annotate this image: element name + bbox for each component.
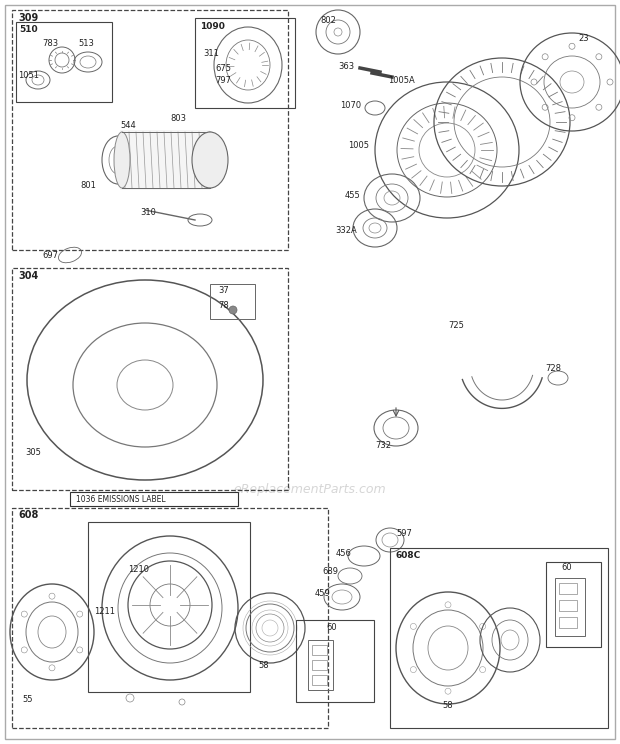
Ellipse shape (114, 132, 130, 188)
Text: 1090: 1090 (200, 22, 225, 31)
Ellipse shape (202, 132, 218, 188)
Text: 305: 305 (25, 447, 41, 457)
Bar (210, 284, 255, 319)
Ellipse shape (192, 132, 228, 188)
Text: 1036 EMISSIONS LABEL: 1036 EMISSIONS LABEL (76, 495, 166, 504)
Text: 455: 455 (345, 190, 361, 199)
Text: 608: 608 (18, 510, 38, 520)
Bar (559, 600, 577, 611)
Bar (296, 620, 374, 702)
Bar (390, 548, 608, 728)
Text: eReplacementParts.com: eReplacementParts.com (234, 484, 386, 496)
Circle shape (229, 306, 237, 314)
Text: 1210: 1210 (128, 565, 149, 574)
Text: 304: 304 (18, 271, 38, 281)
Text: 544: 544 (120, 121, 136, 129)
Text: 456: 456 (336, 548, 352, 557)
Text: 732: 732 (375, 440, 391, 449)
Text: 802: 802 (320, 16, 336, 25)
Text: 803: 803 (170, 114, 186, 123)
Text: 78: 78 (218, 301, 229, 310)
Text: 1051: 1051 (18, 71, 39, 80)
Bar (16, 22, 112, 102)
Bar (559, 583, 577, 594)
Bar (312, 645, 327, 655)
Bar (195, 18, 295, 108)
Text: 1070: 1070 (340, 100, 361, 109)
Text: 728: 728 (545, 364, 561, 373)
Text: 697: 697 (42, 251, 58, 260)
Text: 332A: 332A (335, 225, 356, 234)
Text: 23: 23 (578, 33, 588, 42)
Text: 801: 801 (80, 181, 96, 190)
Text: 510: 510 (19, 25, 38, 33)
Bar (120, 130, 210, 190)
Bar (559, 617, 577, 628)
Text: 58: 58 (442, 701, 453, 710)
Bar (12, 268, 288, 490)
Text: 60: 60 (561, 563, 572, 572)
Text: 689: 689 (322, 568, 338, 577)
Text: 310: 310 (140, 208, 156, 217)
Text: 675: 675 (215, 63, 231, 72)
Bar (312, 660, 327, 670)
Text: 311: 311 (203, 48, 219, 57)
Text: 58: 58 (258, 661, 268, 670)
Text: 1211: 1211 (94, 608, 115, 617)
Text: 725: 725 (448, 321, 464, 330)
Bar (70, 492, 238, 506)
Bar (308, 640, 333, 690)
Text: 309: 309 (18, 13, 38, 23)
Text: 513: 513 (78, 39, 94, 48)
Text: 60: 60 (326, 623, 337, 632)
Text: 1005: 1005 (348, 141, 369, 150)
Text: 37: 37 (218, 286, 229, 295)
Text: 797: 797 (215, 75, 231, 85)
Bar (312, 675, 327, 685)
Text: 363: 363 (338, 62, 354, 71)
Text: 783: 783 (42, 39, 58, 48)
Text: 459: 459 (315, 589, 330, 598)
Bar (555, 578, 585, 636)
Bar (12, 10, 288, 250)
Bar (88, 522, 250, 692)
Text: 55: 55 (22, 696, 32, 705)
Bar (546, 562, 601, 647)
Text: 597: 597 (396, 530, 412, 539)
Text: 1005A: 1005A (388, 75, 415, 85)
Bar (12, 508, 328, 728)
Text: 608C: 608C (396, 551, 421, 559)
